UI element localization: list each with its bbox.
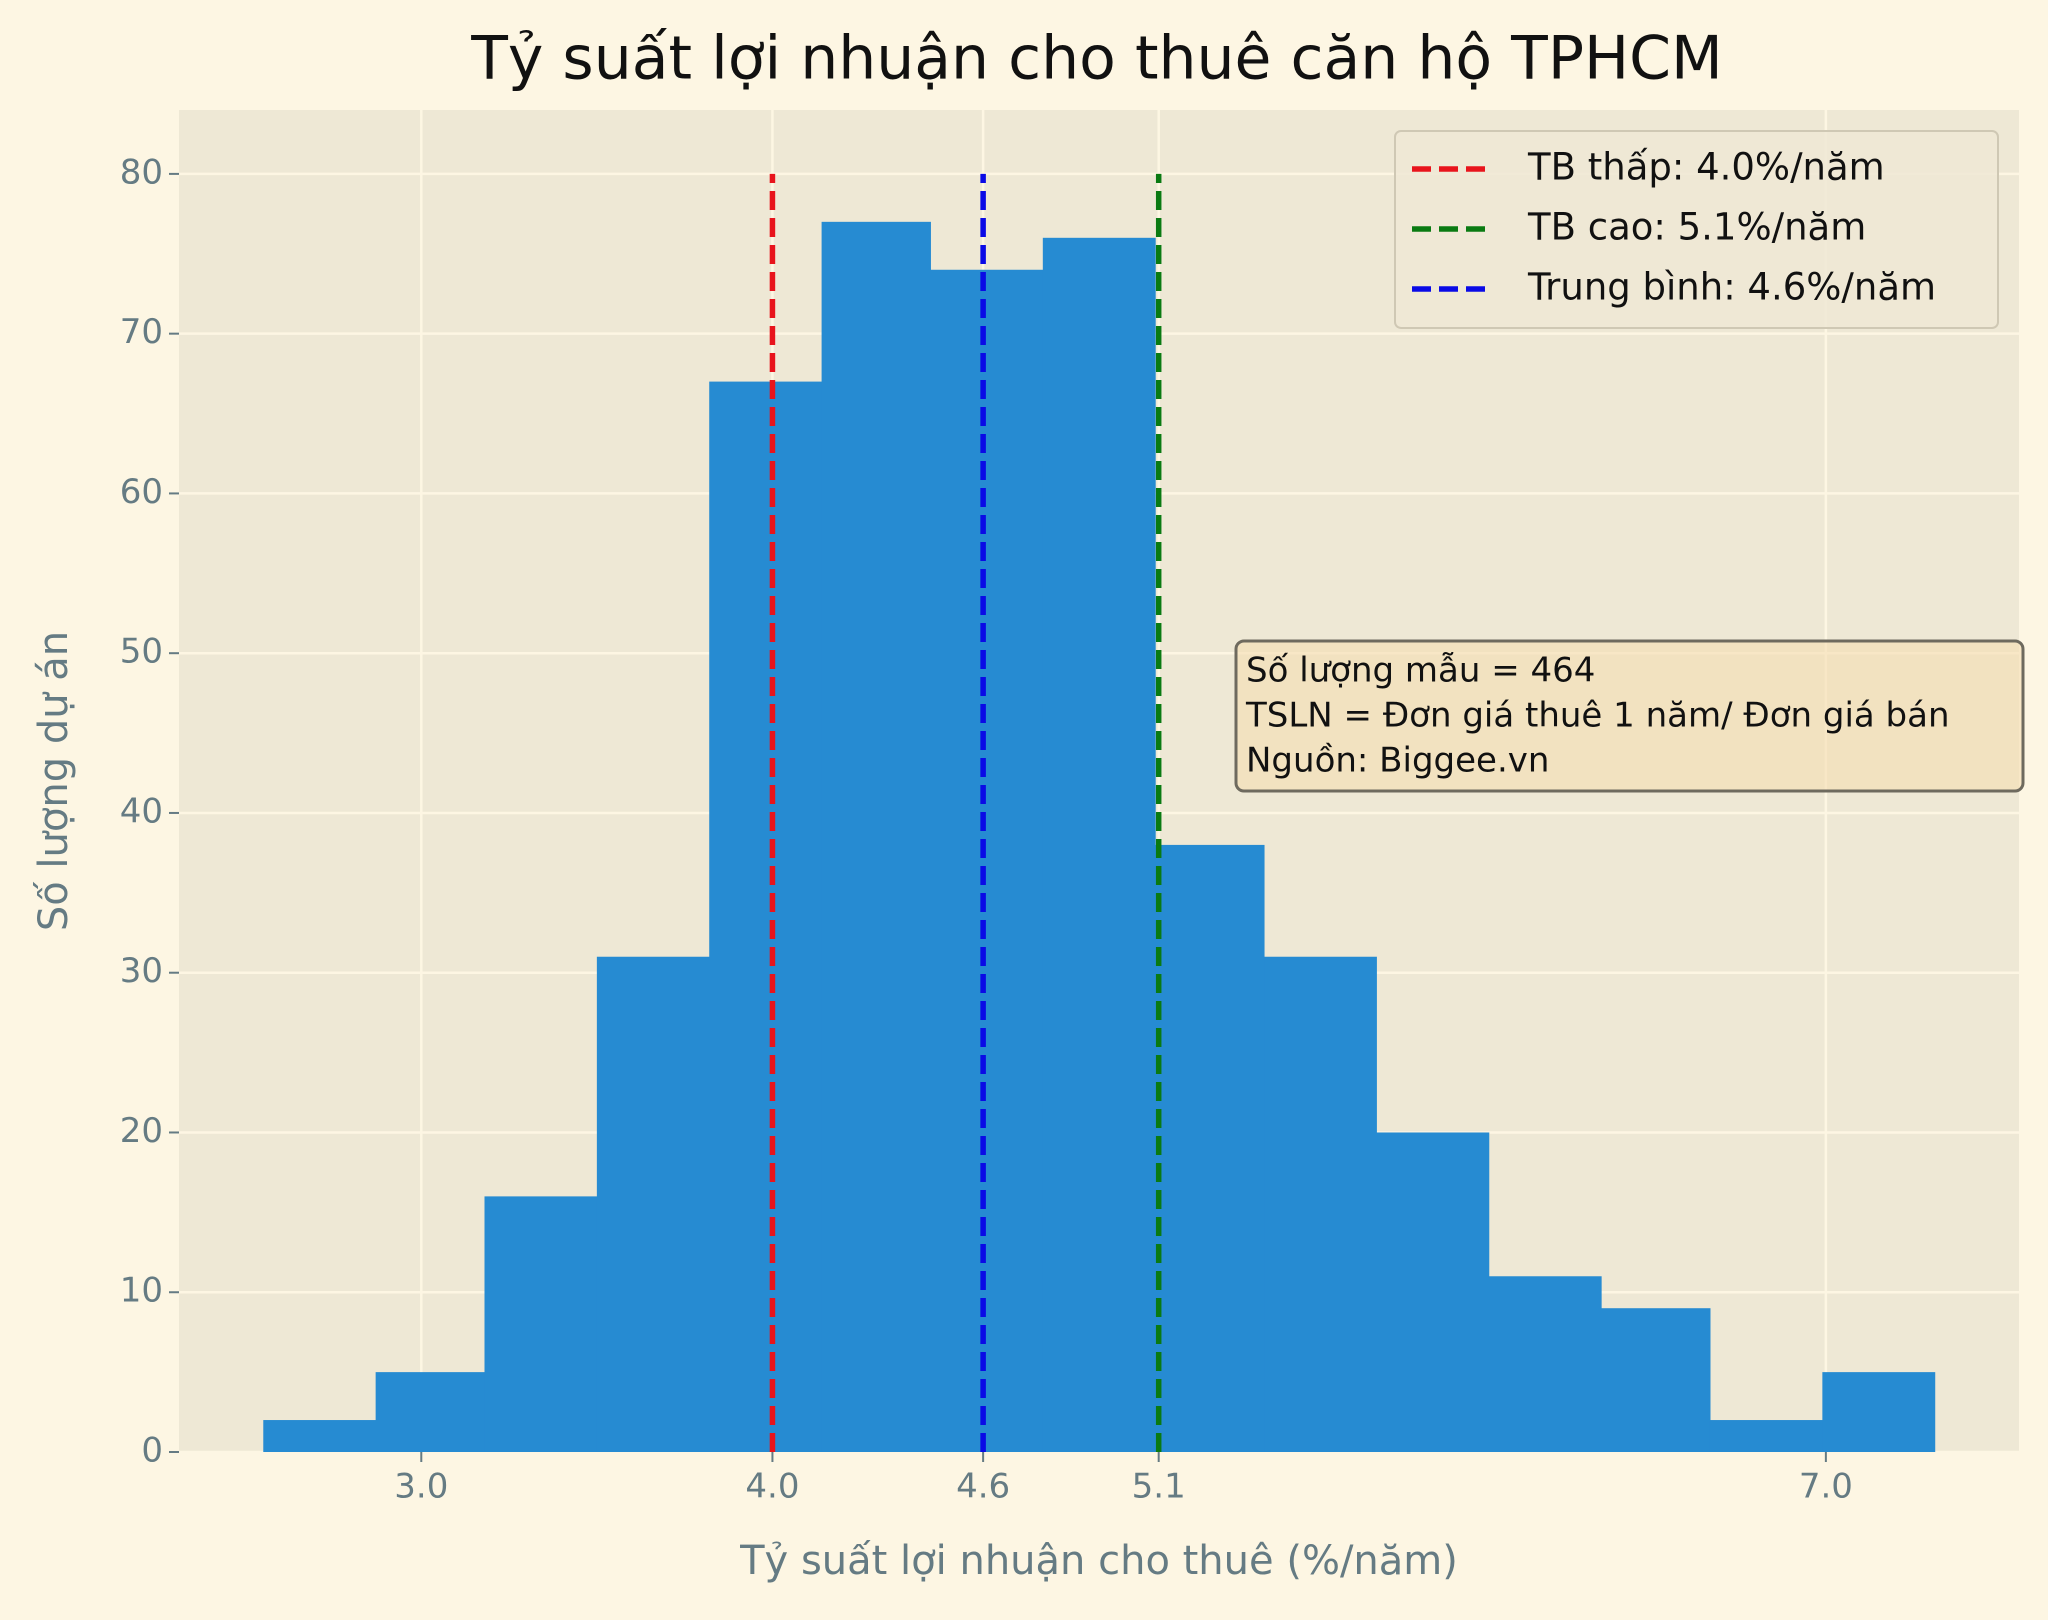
- legend: TB thấp: 4.0%/năm TB cao: 5.1%/năm Trung b…: [1394, 130, 1999, 329]
- y-axis-label: Số lượng dự án: [31, 631, 77, 931]
- annotation-line: Nguồn: Biggee.vn: [1246, 741, 1549, 781]
- legend-box: [1394, 130, 1999, 329]
- bar: [1601, 1308, 1711, 1452]
- y-tick-label: 60: [120, 472, 163, 512]
- bar: [1264, 956, 1377, 1452]
- annotation-line: TSLN = Đơn giá thuê 1 năm/ Đơn giá bán: [1245, 696, 1950, 736]
- y-tick-label: 10: [120, 1271, 163, 1311]
- x-tick-label: 5.1: [1132, 1467, 1186, 1507]
- y-tick-label: 0: [141, 1431, 163, 1471]
- annotation-box: [1234, 639, 2025, 793]
- bar: [1155, 844, 1265, 1452]
- x-tick-label: 4.0: [745, 1467, 799, 1507]
- legend-label: TB thấp: 4.0%/năm: [1527, 146, 1885, 189]
- legend-label: TB cao: 5.1%/năm: [1527, 206, 1866, 249]
- x-tick-label: 7.0: [1799, 1467, 1853, 1507]
- y-tick-label: 70: [120, 312, 163, 352]
- bar: [1042, 237, 1156, 1452]
- x-tick-label: 4.6: [956, 1467, 1010, 1507]
- bar: [263, 1420, 377, 1452]
- y-tick-label: 20: [120, 1111, 163, 1151]
- bar: [709, 381, 823, 1453]
- bar: [375, 1372, 485, 1452]
- y-tick-label: 80: [120, 152, 163, 192]
- annotation-line: Số lượng mẫu = 464: [1246, 651, 1595, 691]
- x-tick-label: 3.0: [394, 1467, 448, 1507]
- bar: [1376, 1132, 1490, 1452]
- bar: [596, 956, 710, 1452]
- y-tick-label: 30: [120, 951, 163, 991]
- bar: [1709, 1420, 1823, 1452]
- bar: [821, 221, 931, 1452]
- bar: [484, 1196, 598, 1452]
- reference-lines: [769, 173, 1162, 1452]
- bars: [263, 221, 1936, 1453]
- y-tick-label: 40: [120, 791, 163, 831]
- bar: [1488, 1276, 1602, 1452]
- x-axis-label: Tỷ suất lợi nhuận cho thuê (%/năm): [739, 1538, 1458, 1584]
- legend-label: Trung bình: 4.6%/năm: [1527, 266, 1936, 309]
- y-tick-label: 50: [120, 632, 163, 672]
- bar: [930, 269, 1044, 1452]
- bar: [1822, 1372, 1936, 1452]
- chart-title: Tỷ suất lợi nhuận cho thuê căn hộ TPHCM: [470, 24, 1723, 94]
- annotation: Số lượng mẫu = 464 TSLN = Đơn giá thuê 1 …: [1234, 639, 2025, 793]
